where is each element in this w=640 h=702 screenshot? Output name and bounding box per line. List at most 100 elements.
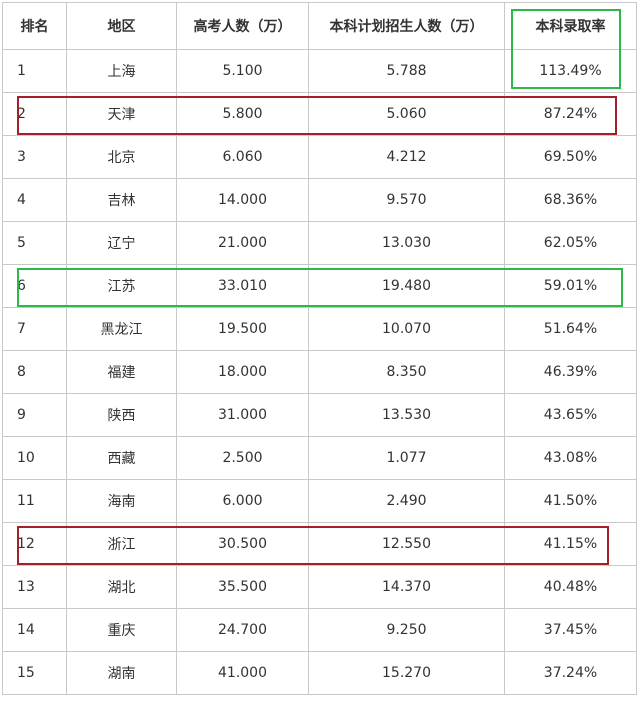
cell-undergrad-quota: 9.250 [308,608,505,652]
cell-undergrad-quota: 1.077 [308,436,505,480]
cell-exam-takers: 6.060 [176,135,309,179]
cell-exam-takers: 21.000 [176,221,309,265]
cell-rank: 7 [2,307,67,351]
table-row: 11 海南 6.000 2.490 41.50% [2,479,637,523]
cell-undergrad-quota: 9.570 [308,178,505,222]
cell-admission-rate: 113.49% [504,49,637,93]
cell-rank: 4 [2,178,67,222]
cell-exam-takers: 5.100 [176,49,309,93]
table-header: 排名 地区 高考人数（万） 本科计划招生人数（万） 本科录取率 [2,2,637,50]
cell-admission-rate: 37.45% [504,608,637,652]
cell-undergrad-quota: 2.490 [308,479,505,523]
cell-admission-rate: 40.48% [504,565,637,609]
admission-rate-table: 排名 地区 高考人数（万） 本科计划招生人数（万） 本科录取率 1 上海 5.100… [2,2,637,695]
table-row: 7 黑龙江 19.500 10.070 51.64% [2,307,637,351]
cell-admission-rate: 68.36% [504,178,637,222]
cell-region: 天津 [66,92,177,136]
cell-exam-takers: 2.500 [176,436,309,480]
cell-rank: 3 [2,135,67,179]
cell-region: 浙江 [66,522,177,566]
cell-region: 江苏 [66,264,177,308]
header-row: 排名 地区 高考人数（万） 本科计划招生人数（万） 本科录取率 [2,2,637,50]
cell-rank: 13 [2,565,67,609]
cell-region: 上海 [66,49,177,93]
cell-exam-takers: 19.500 [176,307,309,351]
header-exam-takers: 高考人数（万） [176,2,309,50]
cell-region: 辽宁 [66,221,177,265]
cell-undergrad-quota: 10.070 [308,307,505,351]
cell-rank: 12 [2,522,67,566]
cell-region: 吉林 [66,178,177,222]
table-row: 13 湖北 35.500 14.370 40.48% [2,565,637,609]
table-row: 4 吉林 14.000 9.570 68.36% [2,178,637,222]
cell-exam-takers: 18.000 [176,350,309,394]
table-row: 3 北京 6.060 4.212 69.50% [2,135,637,179]
table-row: 8 福建 18.000 8.350 46.39% [2,350,637,394]
cell-admission-rate: 46.39% [504,350,637,394]
table-body: 1 上海 5.100 5.788 113.49% 2 天津 5.800 5.060 87.24% 3… [2,49,637,695]
header-undergrad-quota: 本科计划招生人数（万） [308,2,505,50]
cell-admission-rate: 69.50% [504,135,637,179]
cell-admission-rate: 41.15% [504,522,637,566]
cell-exam-takers: 14.000 [176,178,309,222]
cell-exam-takers: 30.500 [176,522,309,566]
cell-rank: 5 [2,221,67,265]
cell-undergrad-quota: 15.270 [308,651,505,695]
cell-undergrad-quota: 4.212 [308,135,505,179]
table-row: 10 西藏 2.500 1.077 43.08% [2,436,637,480]
cell-exam-takers: 41.000 [176,651,309,695]
cell-rank: 10 [2,436,67,480]
cell-undergrad-quota: 14.370 [308,565,505,609]
cell-rank: 8 [2,350,67,394]
table-row: 15 湖南 41.000 15.270 37.24% [2,651,637,695]
cell-rank: 1 [2,49,67,93]
cell-region: 重庆 [66,608,177,652]
cell-region: 西藏 [66,436,177,480]
cell-admission-rate: 51.64% [504,307,637,351]
cell-region: 福建 [66,350,177,394]
cell-undergrad-quota: 8.350 [308,350,505,394]
cell-admission-rate: 59.01% [504,264,637,308]
header-admission-rate: 本科录取率 [504,2,637,50]
cell-undergrad-quota: 12.550 [308,522,505,566]
header-rank: 排名 [2,2,67,50]
cell-undergrad-quota: 13.530 [308,393,505,437]
cell-region: 海南 [66,479,177,523]
cell-rank: 6 [2,264,67,308]
cell-admission-rate: 43.08% [504,436,637,480]
table-row: 6 江苏 33.010 19.480 59.01% [2,264,637,308]
cell-rank: 14 [2,608,67,652]
cell-exam-takers: 5.800 [176,92,309,136]
table-row: 14 重庆 24.700 9.250 37.45% [2,608,637,652]
header-region: 地区 [66,2,177,50]
cell-region: 湖北 [66,565,177,609]
table-row: 5 辽宁 21.000 13.030 62.05% [2,221,637,265]
cell-exam-takers: 31.000 [176,393,309,437]
cell-rank: 9 [2,393,67,437]
cell-exam-takers: 6.000 [176,479,309,523]
table-row: 12 浙江 30.500 12.550 41.15% [2,522,637,566]
cell-region: 陕西 [66,393,177,437]
cell-region: 北京 [66,135,177,179]
cell-region: 黑龙江 [66,307,177,351]
cell-region: 湖南 [66,651,177,695]
cell-undergrad-quota: 19.480 [308,264,505,308]
cell-exam-takers: 24.700 [176,608,309,652]
cell-admission-rate: 43.65% [504,393,637,437]
cell-admission-rate: 41.50% [504,479,637,523]
table-row: 2 天津 5.800 5.060 87.24% [2,92,637,136]
cell-rank: 15 [2,651,67,695]
cell-undergrad-quota: 13.030 [308,221,505,265]
cell-undergrad-quota: 5.060 [308,92,505,136]
cell-exam-takers: 35.500 [176,565,309,609]
cell-admission-rate: 37.24% [504,651,637,695]
table-row: 1 上海 5.100 5.788 113.49% [2,49,637,93]
cell-rank: 11 [2,479,67,523]
cell-undergrad-quota: 5.788 [308,49,505,93]
cell-admission-rate: 62.05% [504,221,637,265]
cell-admission-rate: 87.24% [504,92,637,136]
cell-exam-takers: 33.010 [176,264,309,308]
table-row: 9 陕西 31.000 13.530 43.65% [2,393,637,437]
cell-rank: 2 [2,92,67,136]
